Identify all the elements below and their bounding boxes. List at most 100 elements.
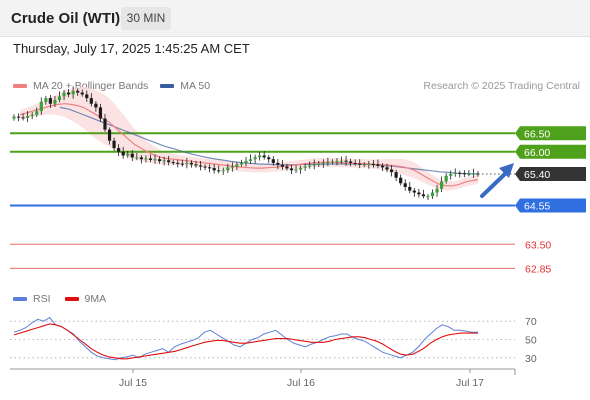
candle-body — [248, 159, 253, 162]
timestamp: Thursday, July 17, 2025 1:45:25 AM CET — [13, 41, 250, 56]
candle-body — [399, 177, 403, 184]
candle-body — [167, 160, 171, 163]
candle-body — [221, 170, 225, 172]
candle-body — [39, 101, 43, 112]
candle-body — [176, 162, 180, 164]
candle-body — [94, 103, 98, 108]
candle-body — [239, 162, 244, 165]
price-legend: MA 20 + Bollinger Bands MA 50 — [13, 80, 210, 92]
chart-header: Crude Oil (WTI) 30 MIN — [0, 0, 590, 37]
forecast-arrow-head — [499, 163, 514, 178]
x-tick-label: Jul 16 — [287, 377, 315, 389]
candle-body — [449, 174, 453, 176]
level-tag-66.00-bg — [515, 144, 586, 159]
ma50-swatch — [160, 84, 175, 88]
candle-body — [162, 160, 166, 162]
candle-body — [471, 173, 476, 175]
candle-body — [203, 166, 207, 168]
candle-body — [276, 162, 280, 165]
candle-body — [21, 117, 25, 119]
candle-body — [230, 166, 234, 168]
candle-body — [376, 164, 380, 166]
candle-body — [389, 169, 394, 173]
candle-body — [112, 140, 116, 149]
legend-rsi-label: RSI — [33, 293, 51, 305]
candle-body — [335, 161, 339, 163]
rsi-ma-swatch — [64, 297, 79, 301]
timeframe-button[interactable]: 30 MIN — [121, 7, 171, 30]
candle-body — [458, 172, 462, 174]
candle-body — [16, 116, 21, 118]
level-tag-66.00: 66.00 — [524, 147, 550, 159]
candle-body — [212, 168, 216, 171]
candle-body — [48, 98, 52, 104]
candle-body — [26, 115, 30, 118]
candle-body — [271, 159, 275, 163]
candle-body — [453, 172, 457, 174]
candle-body — [321, 162, 325, 164]
candle-body — [185, 162, 189, 165]
candle-body — [53, 100, 57, 104]
legend-ma20: MA 20 + Bollinger Bands — [13, 80, 148, 92]
copyright-text: Research © 2025 Trading Central — [423, 80, 580, 92]
ma20-line — [19, 103, 479, 187]
candle-body — [308, 165, 312, 167]
candle-body — [244, 161, 248, 163]
level-tag-64.55-bg — [515, 198, 586, 213]
candle-body — [189, 162, 194, 165]
rsi-line — [13, 316, 478, 361]
candle-body — [367, 164, 371, 166]
candle-body — [198, 165, 203, 167]
candle-body — [253, 157, 257, 160]
candle-body — [157, 159, 162, 162]
candle-body — [462, 173, 466, 175]
level-tag-64.55: 64.55 — [524, 200, 550, 212]
candle-body — [417, 192, 421, 195]
candle-body — [285, 166, 289, 169]
candle-body — [412, 190, 416, 193]
candle-body — [130, 153, 134, 158]
candle-body — [30, 114, 34, 116]
bollinger-band — [20, 86, 478, 191]
candle-body — [303, 166, 307, 168]
current-price-tag: 65.40 — [524, 169, 550, 181]
candle-body — [12, 116, 16, 119]
rsi-legend: RSI 9MA — [13, 293, 106, 305]
candle-body — [85, 94, 89, 99]
candle-body — [294, 169, 298, 171]
candle-body — [444, 175, 448, 182]
candle-body — [153, 159, 157, 161]
candle-body — [362, 164, 366, 166]
candle-body — [226, 167, 230, 171]
candle-body — [180, 163, 184, 165]
candle-body — [440, 181, 444, 189]
candle-body — [298, 167, 303, 170]
candle-body — [403, 183, 407, 187]
candle-body — [144, 158, 148, 160]
legend-ma50: MA 50 — [160, 80, 210, 92]
candle-body — [349, 161, 353, 163]
candle-body — [89, 98, 93, 104]
candle-body — [394, 172, 398, 178]
rsi-level-label-50: 50 — [525, 335, 537, 347]
candle-body — [380, 165, 385, 168]
candle-body — [71, 90, 75, 95]
candle-body — [57, 96, 62, 100]
level-label-63.50: 63.50 — [525, 239, 551, 251]
x-tick-label: Jul 17 — [456, 377, 484, 389]
candle-body — [235, 164, 239, 167]
candle-body — [421, 194, 426, 197]
rsi-level-label-30: 30 — [525, 353, 537, 365]
candle-body — [135, 157, 139, 159]
candle-body — [385, 167, 389, 170]
candle-body — [117, 148, 121, 152]
candle-body — [76, 90, 80, 93]
candle-body — [66, 92, 71, 95]
candle-body — [107, 129, 112, 141]
legend-ma20-label: MA 20 + Bollinger Bands — [33, 80, 149, 92]
candle-body — [344, 160, 348, 162]
candle-body — [148, 158, 153, 160]
instrument-title: Crude Oil (WTI) — [11, 10, 121, 27]
candle-body — [467, 174, 471, 175]
